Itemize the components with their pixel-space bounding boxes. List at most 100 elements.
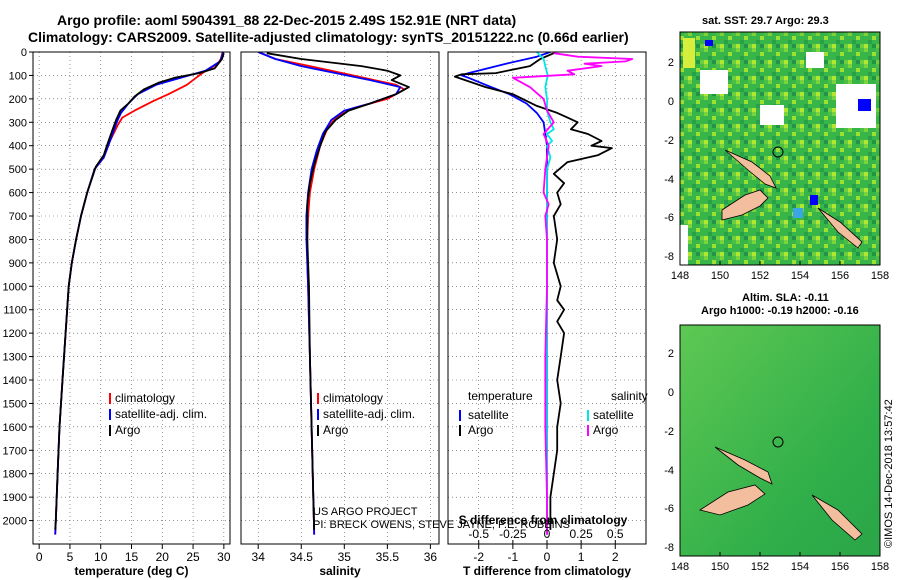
x-tick-label: 34 <box>252 550 266 564</box>
sla-land-new-guinea <box>699 484 766 516</box>
map-lon-label: 156 <box>831 270 849 282</box>
map-lat-label: -6 <box>664 503 674 515</box>
map-lat-label: 2 <box>668 348 674 360</box>
series-line-salinity-argo <box>512 52 634 535</box>
profile-title: Argo profile: aoml 5904391_88 22-Dec-201… <box>57 12 517 28</box>
depth-tick-label: 700 <box>9 211 27 223</box>
depth-tick-label: 2000 <box>3 516 27 528</box>
depth-tick-label: 1300 <box>3 352 27 364</box>
map-lat-label: 0 <box>668 96 674 108</box>
x-tick-label: 1 <box>578 550 585 564</box>
x-axis-label: temperature (deg C) <box>74 564 188 578</box>
map-lat-label: -4 <box>664 174 674 186</box>
salinity-panel: 34 34.5 35 35.5 36 salinity climatology satelli… <box>240 51 440 578</box>
temperature-series <box>54 52 225 535</box>
depth-tick-label: 1800 <box>3 469 27 481</box>
x-tick-label: 20 <box>156 550 170 564</box>
sst-warm-patch <box>683 38 695 68</box>
map-lon-label: 148 <box>671 270 689 282</box>
x-tick-label: 25 <box>186 550 200 564</box>
map-lat-label: 2 <box>668 57 674 69</box>
legend-label: climatology <box>115 391 175 405</box>
legend-label: satellite <box>593 408 634 422</box>
x-tick-label: -2 <box>473 550 484 564</box>
depth-tick-label: 500 <box>9 164 27 176</box>
depth-tick-label: 0 <box>21 47 27 59</box>
plot-frame <box>240 51 440 545</box>
sst-cool-patch <box>793 208 803 218</box>
sla-land-solomons <box>811 494 863 541</box>
sst-cloud-gap <box>700 70 728 94</box>
depth-tick-label: 1000 <box>3 281 27 293</box>
map-lat-label: -4 <box>664 465 674 477</box>
series-line-climatology <box>54 52 224 535</box>
argo-height-title: Argo h1000: -0.19 h2000: -0.16 <box>701 305 859 317</box>
sst-cold-patch <box>858 99 871 111</box>
sst-land-new-guinea <box>721 189 769 221</box>
map-lon-label: 152 <box>751 561 769 573</box>
map-lat-label: -2 <box>664 426 674 438</box>
sla-argo-marker <box>772 436 784 448</box>
series-line-temperature-argo <box>453 52 613 530</box>
s-tick-label: 0.5 <box>607 527 624 541</box>
series-line-satellite-adj-clim- <box>54 52 225 535</box>
s-tick-label: 0.25 <box>569 527 593 541</box>
sst-cold-patch <box>810 195 818 205</box>
x-tick-label: 35.5 <box>376 550 400 564</box>
map-lat-label: -2 <box>664 135 674 147</box>
sst-map <box>679 31 881 266</box>
sst-cloud-gap <box>680 225 688 265</box>
map-lon-label: 152 <box>751 270 769 282</box>
climatology-title: Climatology: CARS2009. Satellite-adjuste… <box>28 29 629 45</box>
x-tick-label: 0 <box>36 550 43 564</box>
sla-map-title: Altim. SLA: -0.11 <box>742 292 829 304</box>
map-lon-label: 148 <box>671 561 689 573</box>
difference-panel: -2 -1 0 1 2T difference from climatology S di… <box>447 51 648 578</box>
x-axis-label: salinity <box>319 564 361 578</box>
plot-frame <box>32 51 231 545</box>
depth-tick-label: 200 <box>9 94 27 106</box>
depth-tick-label: 1100 <box>3 305 27 317</box>
sst-map-title: sat. SST: 29.7 Argo: 29.3 <box>702 15 829 27</box>
legend-salinity-title: salinity <box>611 389 648 403</box>
legend-label: satellite-adj. clim. <box>323 407 415 421</box>
map-lon-label: 156 <box>831 561 849 573</box>
legend-label: climatology <box>323 391 383 405</box>
pi-credit: PI: BRECK OWENS, STEVE JAYNE, P.E. ROBBI… <box>313 519 570 531</box>
sst-land-solomons <box>817 207 863 249</box>
map-lat-label: -8 <box>664 251 674 263</box>
sst-cloud-gap <box>806 52 824 68</box>
legend-label: Argo <box>593 423 619 437</box>
depth-tick-label: 1600 <box>3 422 27 434</box>
depth-tick-label: 1400 <box>3 375 27 387</box>
depth-tick-label: 1200 <box>3 328 27 340</box>
map-lon-label: 158 <box>871 561 889 573</box>
sst-map-frame <box>679 31 881 266</box>
x-axis-label: T difference from climatology <box>463 564 631 578</box>
legend-label: satellite <box>468 408 509 422</box>
map-lon-label: 158 <box>871 270 889 282</box>
series-line-argo <box>266 52 410 530</box>
depth-tick-label: 1900 <box>3 492 27 504</box>
x-tick-label: 36 <box>424 550 438 564</box>
depth-tick-label: 300 <box>9 117 27 129</box>
map-lat-label: 0 <box>668 387 674 399</box>
map-lon-label: 154 <box>791 561 809 573</box>
x-tick-label: 15 <box>125 550 139 564</box>
s-tick-label: -0.5 <box>468 527 489 541</box>
sla-map-field <box>680 325 880 556</box>
sst-cloud-gap <box>760 105 784 125</box>
map-lon-label: 150 <box>711 270 729 282</box>
depth-tick-label: 400 <box>9 141 27 153</box>
s-axis-label: S difference from climatology <box>459 513 628 527</box>
map-lon-label: 150 <box>711 561 729 573</box>
sla-land-new-ireland <box>714 446 773 485</box>
legend-temperature-title: temperature <box>468 389 533 403</box>
series-line-temperature-satellite <box>460 52 551 535</box>
sla-map-frame <box>679 324 881 557</box>
x-tick-label: -1 <box>508 550 519 564</box>
map-lon-label: 154 <box>791 270 809 282</box>
x-tick-label: 5 <box>67 550 74 564</box>
legend-label: Argo <box>323 423 349 437</box>
